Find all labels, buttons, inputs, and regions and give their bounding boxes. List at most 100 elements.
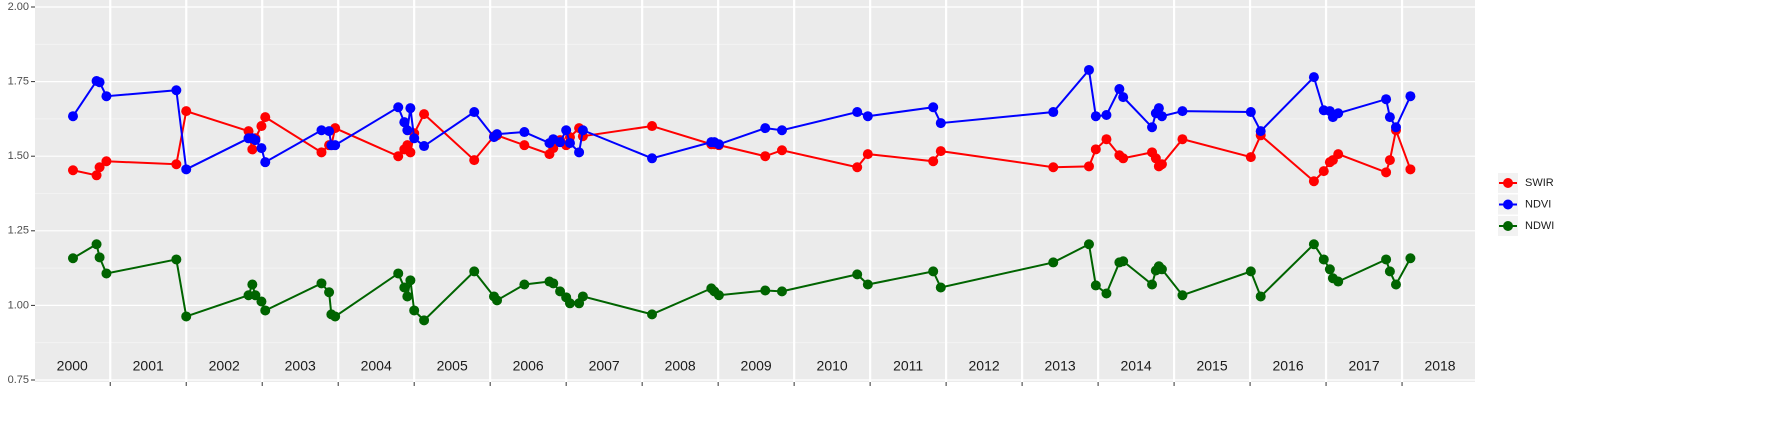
point: [1090, 144, 1101, 155]
point: [1048, 257, 1059, 268]
point: [1384, 155, 1395, 166]
point: [1048, 107, 1059, 118]
point: [171, 159, 182, 170]
point: [260, 157, 271, 168]
point: [647, 309, 658, 320]
point: [492, 295, 503, 306]
year-label: 2009: [741, 358, 772, 374]
point: [1390, 279, 1401, 290]
point: [1405, 91, 1416, 102]
point: [1255, 291, 1266, 302]
legend-label: NDWI: [1525, 220, 1554, 232]
year-label: 2012: [969, 358, 1000, 374]
year-label: 2004: [361, 358, 392, 374]
legend-point: [1503, 199, 1513, 210]
year-label: 2011: [893, 358, 923, 374]
point: [1245, 266, 1256, 277]
point: [1333, 108, 1344, 119]
year-label: 2013: [1045, 358, 1076, 374]
point: [574, 147, 585, 158]
point: [1083, 161, 1094, 172]
point: [862, 149, 873, 160]
point: [776, 145, 787, 156]
point: [776, 125, 787, 136]
legend-label: SWIR: [1525, 177, 1554, 189]
point: [181, 106, 192, 117]
year-label: 2000: [57, 358, 88, 374]
point: [393, 151, 404, 162]
point: [1177, 290, 1188, 301]
point: [316, 147, 327, 158]
point: [1308, 176, 1319, 187]
point: [171, 85, 182, 96]
legend-point: [1503, 178, 1513, 188]
point: [399, 117, 410, 128]
year-label: 2007: [589, 358, 620, 374]
point: [1245, 107, 1256, 118]
point: [419, 141, 430, 152]
y-tick-label: 1.25: [8, 225, 29, 237]
point: [1177, 134, 1188, 145]
point: [519, 279, 530, 290]
point: [1384, 266, 1395, 277]
year-label: 2018: [1424, 358, 1455, 374]
point: [94, 77, 105, 88]
point: [1381, 167, 1392, 178]
point: [330, 311, 341, 322]
point: [1083, 239, 1094, 250]
panel: [35, 0, 1475, 382]
point: [101, 156, 112, 167]
point: [67, 111, 78, 122]
point: [647, 121, 658, 132]
point: [1118, 256, 1129, 267]
point: [928, 266, 939, 277]
point: [469, 107, 480, 118]
y-tick-label: 1.00: [8, 299, 29, 311]
point: [1333, 276, 1344, 287]
point: [862, 279, 873, 290]
point: [67, 253, 78, 264]
point: [94, 252, 105, 263]
point: [91, 170, 102, 181]
point: [1090, 111, 1101, 122]
point: [393, 268, 404, 279]
year-label: 2016: [1272, 358, 1303, 374]
point: [519, 127, 530, 138]
point: [1384, 112, 1395, 123]
point: [1177, 106, 1188, 117]
point: [760, 285, 771, 296]
point: [1083, 64, 1094, 75]
point: [1048, 162, 1059, 173]
point: [852, 269, 863, 280]
point: [101, 91, 112, 102]
point: [1318, 166, 1329, 177]
point: [393, 102, 404, 113]
point: [469, 155, 480, 166]
point: [402, 125, 413, 136]
point: [1118, 153, 1129, 164]
point: [402, 291, 413, 302]
point: [1255, 126, 1266, 137]
point: [862, 111, 873, 122]
point: [1381, 254, 1392, 265]
point: [1245, 152, 1256, 163]
year-label: 2015: [1196, 358, 1227, 374]
point: [1308, 239, 1319, 250]
point: [469, 266, 480, 277]
point: [555, 137, 566, 148]
y-tick-label: 1.50: [8, 150, 29, 162]
point: [67, 165, 78, 176]
y-tick-label: 0.75: [8, 374, 29, 386]
year-label: 2002: [209, 358, 240, 374]
year-label: 2006: [513, 358, 544, 374]
point: [405, 147, 416, 158]
point: [256, 296, 267, 307]
point: [548, 278, 559, 289]
series-line: [72, 242, 1412, 322]
point: [935, 146, 946, 157]
year-label: 2008: [665, 358, 696, 374]
point: [181, 311, 192, 322]
point: [324, 287, 335, 298]
point: [419, 315, 430, 326]
